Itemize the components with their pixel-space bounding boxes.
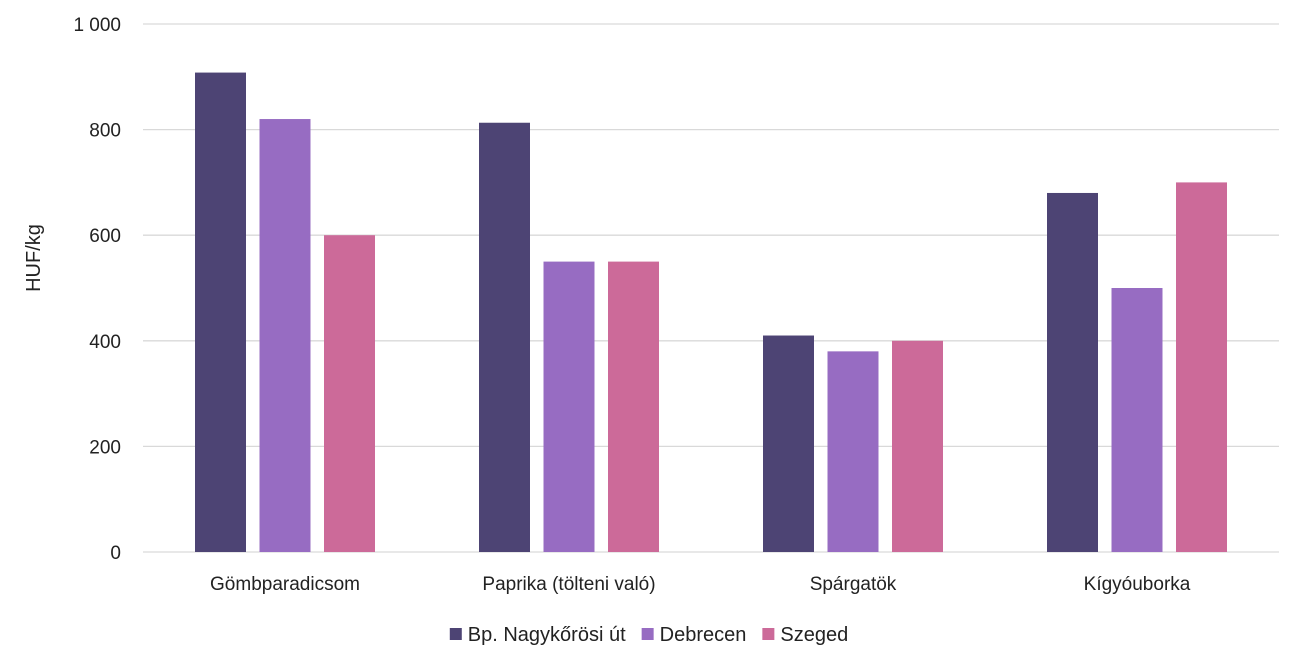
legend-swatch bbox=[450, 628, 462, 640]
bar bbox=[479, 123, 530, 552]
y-tick-label: 1 000 bbox=[73, 15, 121, 36]
x-category-label: Gömbparadicsom bbox=[210, 574, 360, 595]
gridlines bbox=[143, 24, 1279, 552]
legend-swatch bbox=[762, 628, 774, 640]
y-tick-label: 800 bbox=[89, 121, 121, 142]
y-axis-ticks: 0 200 400 600 800 1 000 bbox=[73, 15, 121, 564]
y-tick-label: 400 bbox=[89, 332, 121, 353]
y-axis-title: HUF/kg bbox=[23, 224, 45, 292]
legend-label: Bp. Nagykőrösi út bbox=[468, 624, 626, 646]
bar bbox=[544, 262, 595, 552]
legend-label: Debrecen bbox=[660, 624, 747, 646]
legend-label: Szeged bbox=[780, 624, 848, 646]
x-category-label: Kígyóuborka bbox=[1084, 574, 1191, 595]
bar bbox=[608, 262, 659, 552]
bar bbox=[1047, 193, 1098, 552]
bar bbox=[195, 73, 246, 552]
y-tick-label: 200 bbox=[89, 437, 121, 458]
x-category-label: Spárgatök bbox=[810, 574, 897, 595]
x-category-label: Paprika (tölteni való) bbox=[482, 574, 655, 595]
bar bbox=[1176, 182, 1227, 552]
legend-swatch bbox=[642, 628, 654, 640]
x-axis-labels: Gömbparadicsom Paprika (tölteni való) Spár… bbox=[210, 574, 1191, 595]
bar bbox=[1112, 288, 1163, 552]
bar bbox=[260, 119, 311, 552]
y-tick-label: 600 bbox=[89, 226, 121, 247]
bar bbox=[828, 351, 879, 552]
bar bbox=[892, 341, 943, 552]
bar bbox=[324, 235, 375, 552]
y-tick-label: 0 bbox=[110, 543, 121, 564]
bar bbox=[763, 336, 814, 552]
legend: Bp. Nagykőrösi út Debrecen Szeged bbox=[450, 624, 848, 646]
bars bbox=[195, 73, 1227, 552]
